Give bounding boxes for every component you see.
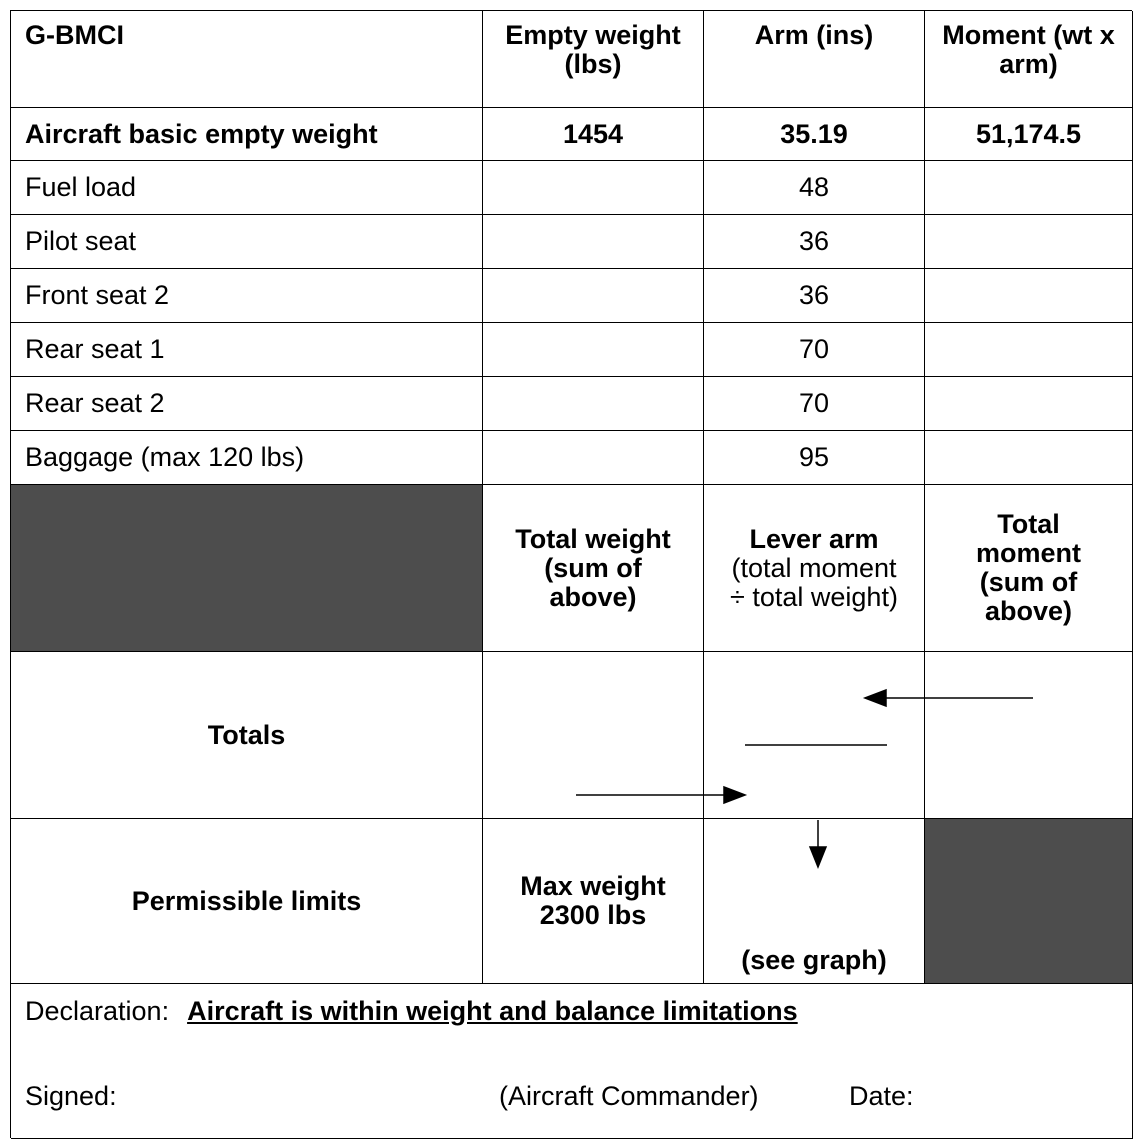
header-cell: Arm (ins): [704, 11, 925, 108]
row-cell: [483, 431, 704, 485]
row-cell: [483, 269, 704, 323]
header-cell: Moment (wt x arm): [925, 11, 1133, 108]
declaration-statement: Aircraft is within weight and balance li…: [187, 996, 798, 1026]
cell-text: 1454: [562, 118, 624, 149]
cell-text: Lever arm: [749, 523, 879, 554]
arrow-head: [723, 785, 748, 805]
arrow-head: [862, 688, 887, 708]
row-cell: 70: [704, 377, 925, 431]
basic-cell: 1454: [483, 108, 704, 161]
cell-text: 48: [798, 172, 830, 202]
cell-text: (total moment ÷ total weight): [730, 552, 898, 612]
totals-header-cell: Total moment (sum of above): [925, 485, 1133, 652]
cell-text: Total weight (sum of above): [515, 523, 671, 612]
signed-label: Signed:: [25, 1081, 117, 1111]
cell-text: (see graph): [741, 945, 887, 975]
declaration-label: Declaration:: [25, 996, 170, 1026]
cell-text: 36: [798, 226, 830, 256]
row-cell: [483, 377, 704, 431]
row-cell: 70: [704, 323, 925, 377]
weight-balance-table: G-BMCI Empty weight (lbs) Arm (ins) Mome…: [10, 10, 1133, 1139]
totals-cell: [704, 652, 925, 819]
limits-cell: Permissible limits: [11, 819, 483, 984]
cell-text: Front seat 2: [25, 280, 170, 310]
header-text: G-BMCI: [25, 20, 124, 50]
role-label: (Aircraft Commander): [499, 1081, 759, 1111]
cell-text: 70: [798, 334, 830, 364]
cell-text: Rear seat 2: [25, 388, 165, 418]
cell-text: Max weight 2300 lbs: [520, 871, 666, 930]
cell-text: 35.19: [780, 118, 848, 149]
totals-cell: [483, 652, 704, 819]
header-cell: Empty weight (lbs): [483, 11, 704, 108]
arrow-group: [576, 688, 1033, 870]
basic-cell: 35.19: [704, 108, 925, 161]
limits-cell: Max weight 2300 lbs: [483, 819, 704, 984]
basic-cell: Aircraft basic empty weight: [11, 108, 483, 161]
cell-text: Aircraft basic empty weight: [25, 118, 378, 149]
row-cell: Fuel load: [11, 161, 483, 215]
shaded-cell: [11, 485, 483, 652]
header-text: Moment (wt x arm): [942, 20, 1115, 79]
date-label: Date:: [849, 1081, 914, 1111]
row-cell: Front seat 2: [11, 269, 483, 323]
row-cell: Pilot seat: [11, 215, 483, 269]
arrow-head: [808, 846, 828, 870]
cell-text: Permissible limits: [131, 885, 362, 916]
cell-text: Rear seat 1: [25, 334, 165, 364]
cell-text: Total moment (sum of above): [975, 509, 1081, 626]
cell-text: Fuel load: [25, 172, 137, 202]
row-cell: 48: [704, 161, 925, 215]
row-cell: [483, 323, 704, 377]
header-cell: G-BMCI: [11, 11, 483, 108]
cell-text: 95: [798, 442, 830, 472]
shaded-cell: [925, 819, 1133, 984]
cell-text: 36: [798, 280, 830, 310]
row-cell: 36: [704, 215, 925, 269]
row-cell: 95: [704, 431, 925, 485]
declaration-line: Declaration: Aircraft is within weight an…: [25, 996, 798, 1027]
row-cell: [483, 215, 704, 269]
header-text: Empty weight (lbs): [505, 20, 681, 79]
header-text: Arm (ins): [754, 20, 874, 50]
limits-cell: (see graph): [704, 819, 925, 984]
row-cell: [483, 161, 704, 215]
cell-text: Baggage (max 120 lbs): [25, 442, 305, 472]
cell-text: Pilot seat: [25, 226, 137, 256]
cell-text: Totals: [207, 719, 286, 750]
totals-header-cell: Total weight (sum of above): [483, 485, 704, 652]
row-cell: Baggage (max 120 lbs): [11, 431, 483, 485]
cell-text: 51,174.5: [975, 118, 1082, 149]
cell-text: 70: [798, 388, 830, 418]
row-cell: Rear seat 2: [11, 377, 483, 431]
row-cell: Rear seat 1: [11, 323, 483, 377]
totals-cell: Totals: [11, 652, 483, 819]
totals-header-cell: Lever arm (total moment ÷ total weight): [704, 485, 925, 652]
row-cell: 36: [704, 269, 925, 323]
